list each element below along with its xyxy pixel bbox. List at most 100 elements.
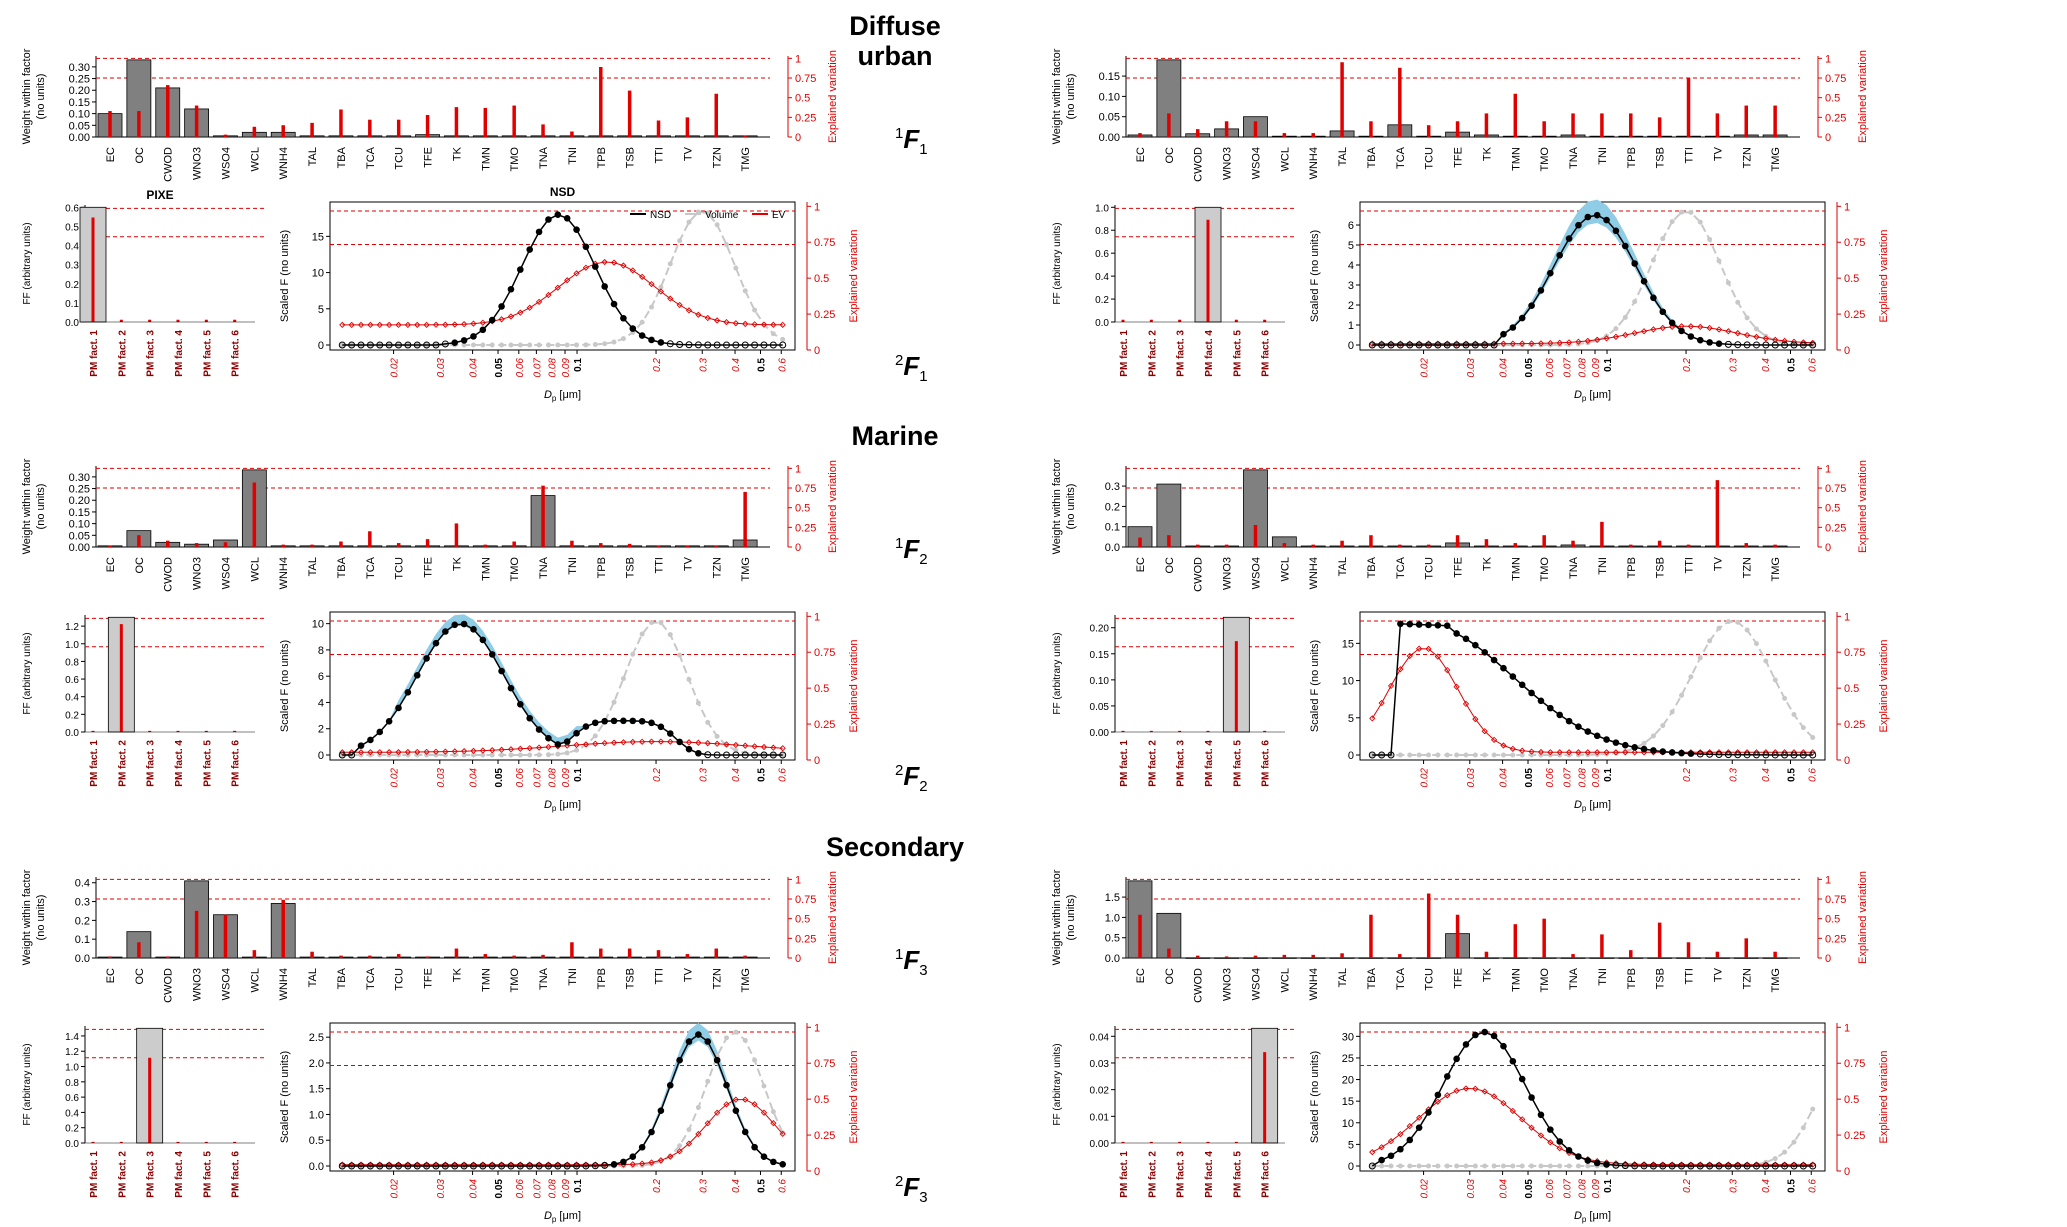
nsd-y-tick-label: 30	[1342, 1031, 1354, 1043]
ev-point	[1453, 683, 1460, 690]
species-label: WCL	[249, 557, 261, 581]
nsd-zero-point	[1724, 1162, 1732, 1170]
nsd-point	[442, 628, 449, 635]
weight-y-tick-label: 0.05	[69, 120, 90, 132]
volume-point	[658, 620, 664, 626]
ev-point	[1631, 329, 1638, 337]
nsd-point	[507, 285, 515, 293]
nsd-ev-tick-label: 0.25	[1844, 1130, 1865, 1142]
species-label: WNH4	[278, 557, 290, 589]
ev-point	[1378, 1144, 1385, 1151]
ff-y-label: FF (arbitrary units)	[22, 222, 33, 304]
volume-point	[527, 752, 533, 758]
dp-tick-label: 0.4	[731, 358, 742, 372]
nsd-point	[1453, 1055, 1460, 1063]
pm-factor-label: PM fact. 2	[1147, 740, 1158, 787]
nsd-y-tick-label: 25	[1342, 1053, 1354, 1065]
volume-point	[1753, 641, 1759, 647]
nsd-point	[1490, 656, 1498, 664]
nsd-frame	[329, 1022, 796, 1172]
species-label: TBA	[1366, 556, 1378, 578]
weight-ev-tick-label: 1	[1825, 53, 1831, 65]
species-label: OC	[134, 968, 146, 985]
nsd-ev-tick-label: 0.25	[1844, 719, 1865, 731]
factor-label: 1F2	[895, 534, 928, 568]
nsd-y-tick-label: 15	[312, 231, 324, 243]
species-label: TMG	[740, 147, 752, 171]
nsd-point	[1537, 697, 1545, 705]
species-label: WNO3	[1222, 147, 1234, 180]
nsd-line	[1372, 623, 1813, 756]
nsd-zero-point	[722, 751, 730, 759]
volume-point	[1463, 1163, 1469, 1169]
weight-y-tick-label: 0.2	[75, 915, 90, 927]
species-label: TTI	[1684, 147, 1696, 164]
ev-point	[1444, 666, 1451, 674]
ev-point	[742, 742, 749, 749]
nsd-y-tick-label: 2	[318, 724, 324, 736]
nsd-zero-point	[563, 1162, 571, 1170]
ev-point	[470, 747, 477, 755]
dp-tick-label: 0.1	[1603, 768, 1614, 782]
dp-tick-label: 0.2	[652, 358, 663, 372]
species-label: TMO	[509, 968, 521, 993]
nsd-point	[1565, 717, 1573, 725]
dp-tick-label: 0.07	[532, 768, 543, 788]
dp-axis-label: Dp [μm]	[544, 389, 581, 403]
weight-y-tick-label: 0.10	[1099, 91, 1120, 103]
nsd-point	[676, 738, 683, 746]
species-label: CWOD	[163, 968, 175, 1003]
ev-point	[367, 321, 374, 329]
nsd-zero-point	[413, 1162, 421, 1170]
weight-ev-tick-label: 0.75	[795, 483, 816, 495]
ev-point	[704, 314, 711, 322]
pm-factor-label: PM fact. 3	[146, 740, 157, 787]
weight-y-tick-label: 0.4	[75, 878, 90, 890]
nsd-point	[554, 741, 562, 748]
ev-point	[1622, 331, 1629, 339]
nsd-point	[1640, 745, 1648, 753]
volume-point	[1547, 1163, 1553, 1169]
ev-point	[564, 277, 571, 284]
ev-point	[657, 738, 665, 745]
ev-point	[1781, 749, 1788, 756]
pm-factor-label: PM fact. 4	[174, 1151, 185, 1198]
ev-point	[1528, 1124, 1535, 1131]
nsd-zero-point	[366, 341, 374, 349]
volume-point	[1650, 733, 1656, 739]
ev-point	[1612, 749, 1620, 756]
ev-point	[339, 321, 346, 329]
ev-point	[667, 738, 674, 745]
nsd-point	[666, 730, 674, 737]
ff-y-tick-label: 0.4	[65, 693, 79, 704]
volume-point	[564, 342, 570, 348]
nsd-point	[1565, 1147, 1573, 1154]
volume-point	[1800, 1125, 1806, 1131]
ev-point	[648, 1159, 655, 1166]
nsd-point	[1434, 622, 1442, 629]
volume-point	[1791, 1139, 1797, 1145]
ev-point	[770, 1120, 777, 1127]
nsd-zero-point	[1724, 340, 1732, 348]
species-label: TBA	[336, 556, 348, 578]
ff-y-tick-label: 0.4	[65, 242, 79, 253]
weight-y-tick-label: 0.3	[75, 897, 90, 909]
ff-y-tick-label: 1.0	[1095, 203, 1109, 214]
nsd-point	[676, 1056, 683, 1064]
nsd-ev-tick-label: 0.5	[1844, 1094, 1859, 1106]
nsd-point	[1547, 1126, 1554, 1133]
volume-point	[1725, 280, 1731, 286]
nsd-uncertainty-band	[342, 1022, 783, 1166]
nsd-ev-tick-label: 0.5	[1844, 683, 1859, 695]
volume-point	[1613, 326, 1619, 332]
ff-y-label: FF (arbitrary units)	[1052, 1043, 1063, 1125]
nsd-point	[1687, 750, 1695, 757]
nsd-zero-point	[1715, 750, 1723, 758]
nsd-y-tick-label: 10	[1342, 1118, 1354, 1130]
ev-point	[770, 744, 777, 751]
weight-y-tick-label: 1.0	[1105, 912, 1120, 924]
ff-y-tick-label: 1.4	[65, 1032, 79, 1043]
volume-point	[658, 284, 664, 290]
nsd-point	[1500, 330, 1507, 338]
nsd-zero-point	[1752, 751, 1760, 759]
